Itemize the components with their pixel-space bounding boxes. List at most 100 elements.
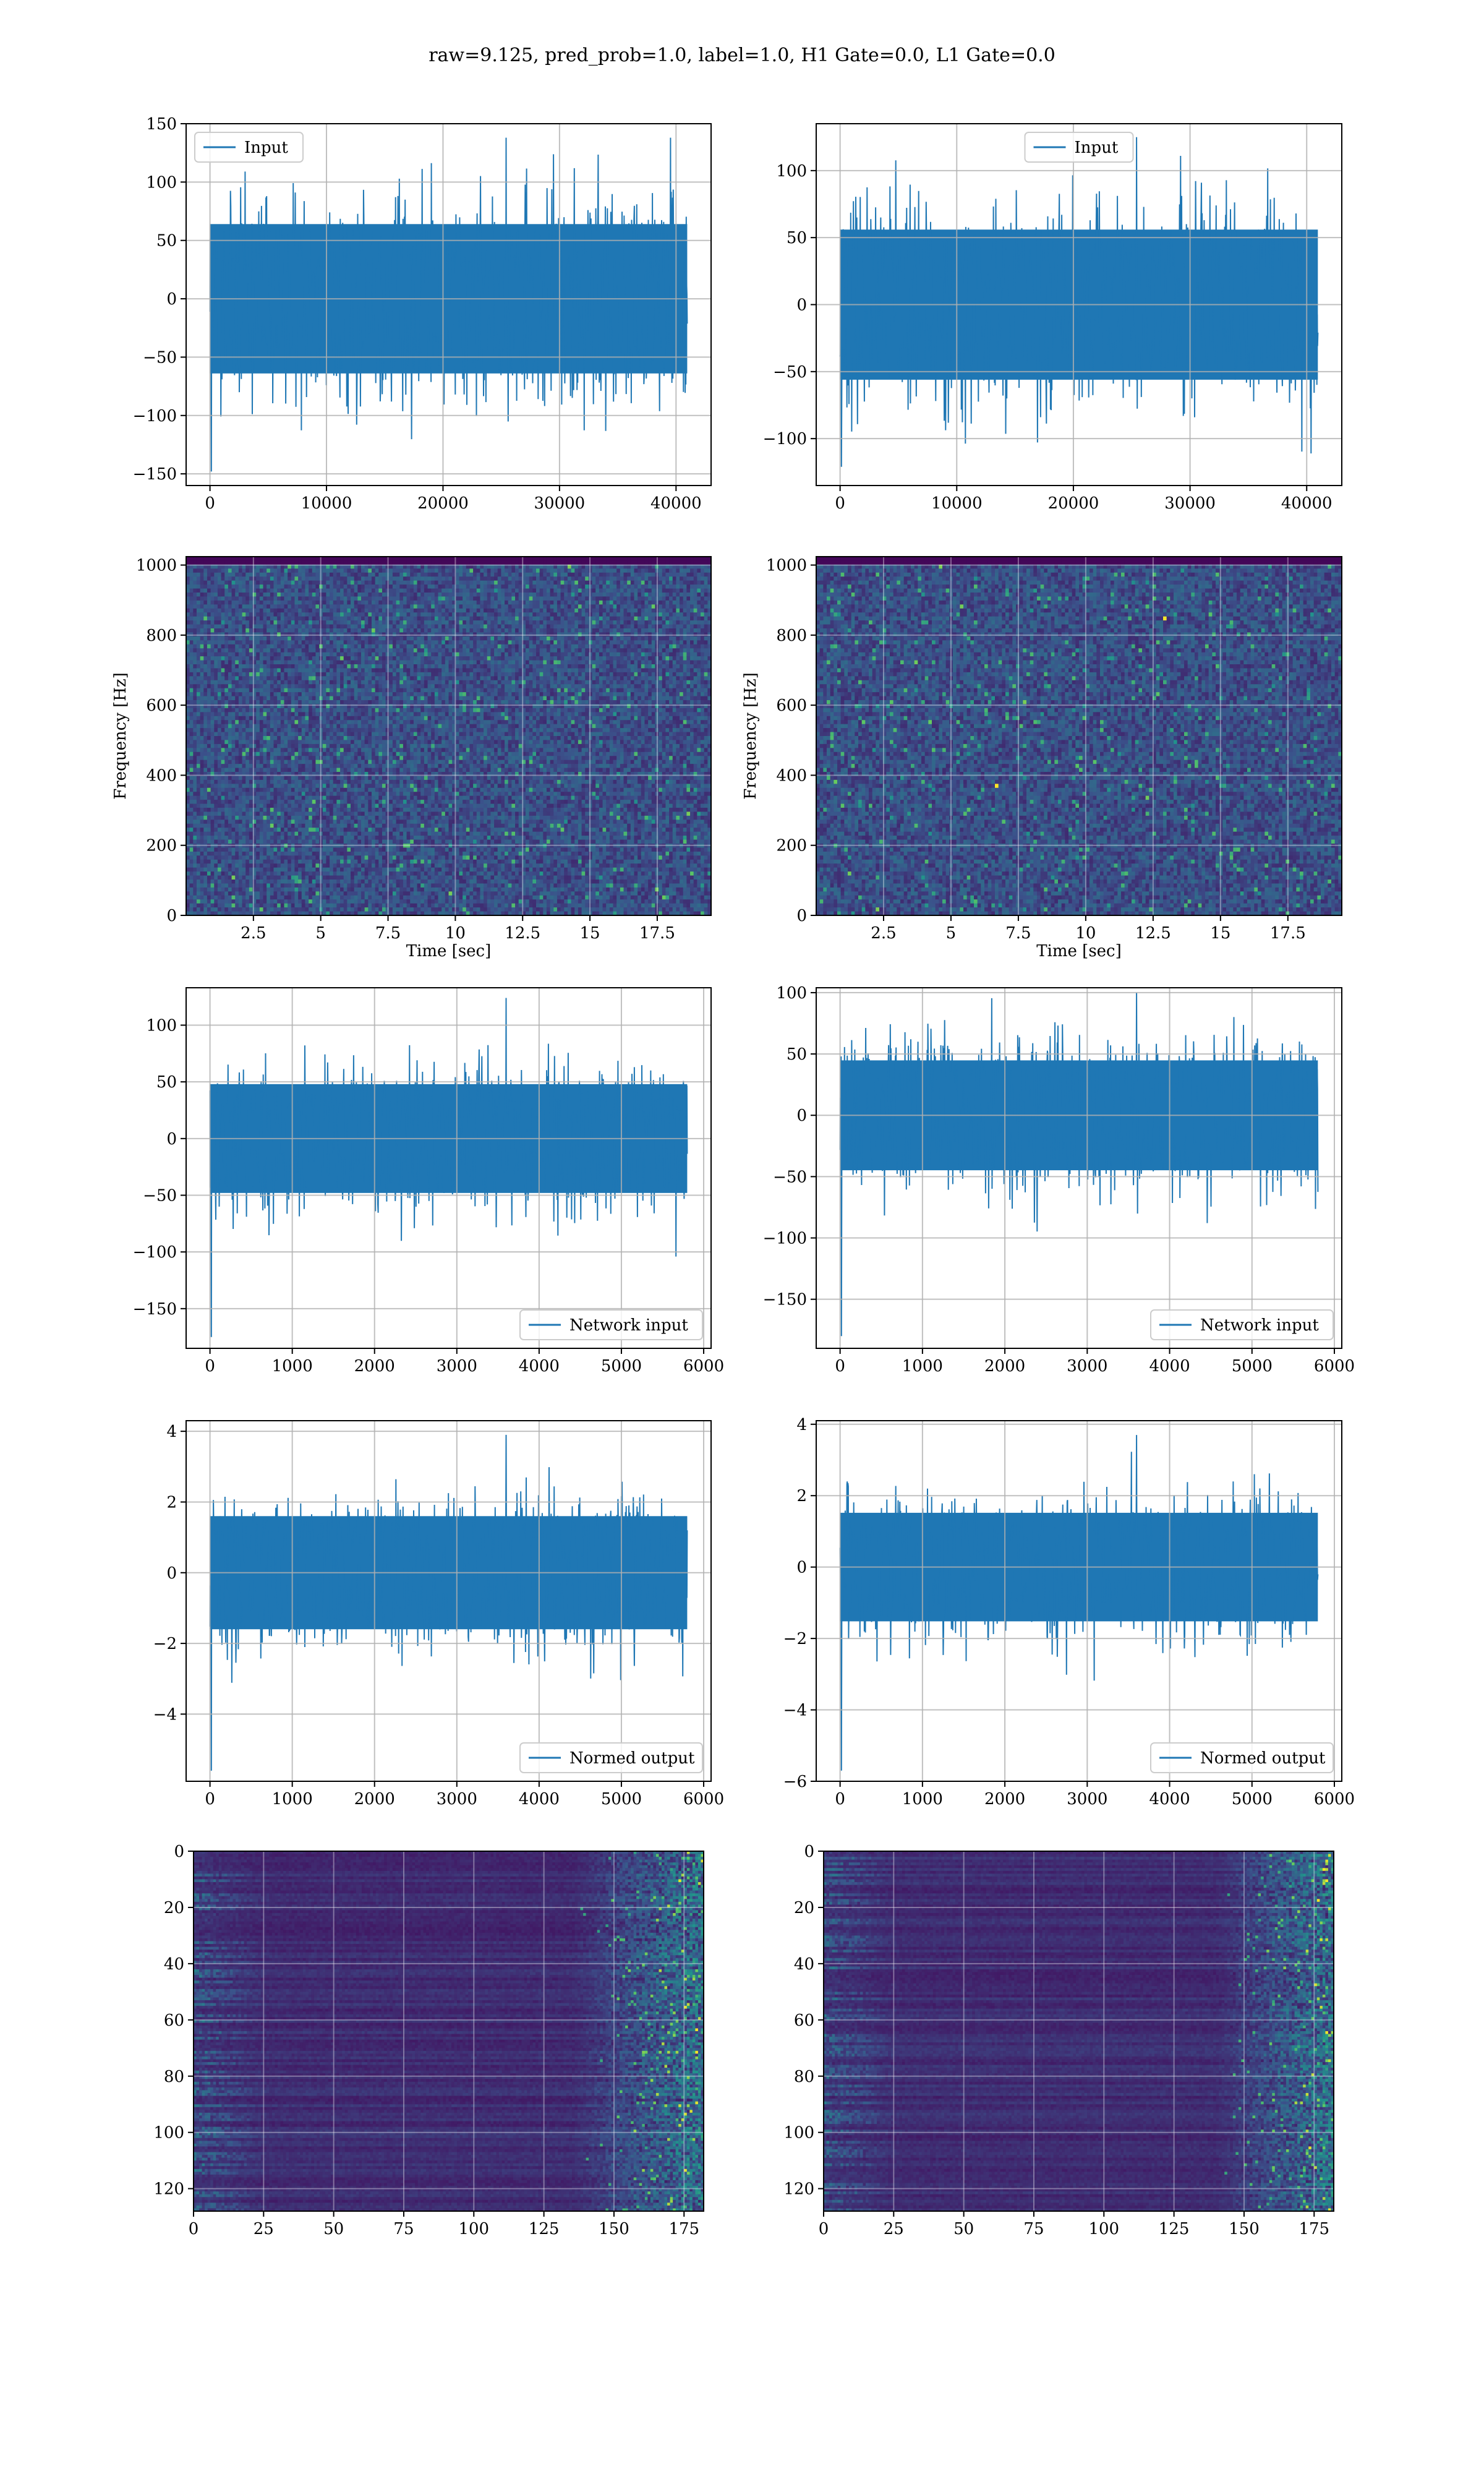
y-tick-label: 20: [164, 1899, 184, 1917]
plot-area: [824, 1851, 1334, 2212]
y-tick-label: 4: [796, 1416, 807, 1434]
y-tick-label: 1000: [136, 557, 177, 575]
y-tick-label: 40: [794, 1955, 814, 1974]
x-tick-label: 10000: [931, 494, 983, 513]
x-tick-label: 5000: [1232, 1357, 1273, 1376]
x-tick-label: 17.5: [1270, 924, 1306, 943]
y-tick-label: −50: [773, 1168, 807, 1186]
heatmap-cells: [824, 1851, 1334, 2212]
x-tick-label: 5: [315, 924, 326, 943]
y-tick-label: −100: [763, 430, 807, 448]
x-tick-label: 0: [835, 494, 845, 513]
y-tick-label: 120: [783, 2180, 814, 2199]
y-tick-label: 0: [796, 907, 807, 925]
y-tick-label: 20: [794, 1899, 814, 1917]
x-tick-label: 20000: [417, 494, 469, 513]
y-tick-label: −50: [143, 348, 177, 367]
y-tick-label: 200: [146, 837, 177, 855]
heatmap-cells: [186, 557, 712, 916]
y-tick-label: 50: [787, 229, 807, 247]
x-tick-label: 0: [189, 2220, 199, 2238]
y-tick-label: −150: [133, 465, 177, 484]
legend-label: Input: [1075, 139, 1119, 157]
y-tick-label: 400: [776, 766, 807, 785]
x-tick-label: 7.5: [375, 924, 401, 943]
y-tick-label: 600: [146, 696, 177, 715]
x-tick-label: 1000: [272, 1357, 313, 1376]
x-tick-label: 75: [1023, 2220, 1044, 2238]
y-tick-label: −4: [153, 1705, 177, 1724]
x-tick-label: 10: [445, 924, 466, 943]
legend-label: Input: [244, 139, 288, 157]
y-tick-label: 150: [146, 115, 177, 134]
y-tick-label: 100: [776, 984, 807, 1003]
y-tick-label: 800: [146, 627, 177, 645]
x-tick-label: 5000: [1232, 1790, 1273, 1808]
x-axis-label: Time [sec]: [1036, 942, 1122, 961]
x-tick-label: 5: [946, 924, 957, 943]
y-tick-label: 50: [156, 232, 177, 250]
x-tick-label: 2.5: [241, 924, 266, 943]
x-tick-label: 175: [1298, 2220, 1329, 2238]
heatmap-cells: [194, 1851, 704, 2212]
legend-label: Normed output: [1200, 1749, 1326, 1768]
y-tick-label: 0: [166, 1130, 177, 1149]
y-tick-label: −100: [763, 1230, 807, 1248]
x-tick-label: 2000: [984, 1790, 1025, 1808]
y-tick-label: 80: [164, 2068, 184, 2086]
figure-title: raw=9.125, pred_prob=1.0, label=1.0, H1 …: [429, 45, 1055, 66]
y-tick-label: 2: [166, 1493, 177, 1512]
y-tick-label: 0: [804, 1843, 814, 1861]
x-tick-label: 15: [1210, 924, 1230, 943]
y-tick-label: 100: [776, 162, 807, 181]
x-tick-label: 5000: [601, 1357, 642, 1376]
y-tick-label: 0: [796, 296, 807, 315]
x-tick-label: 0: [205, 1357, 215, 1376]
x-tick-label: 7.5: [1005, 924, 1031, 943]
y-tick-label: 40: [164, 1955, 184, 1974]
x-tick-label: 100: [1088, 2220, 1119, 2238]
y-tick-label: −150: [763, 1291, 807, 1309]
x-tick-label: 17.5: [639, 924, 675, 943]
heatmap-cells: [816, 557, 1342, 916]
x-tick-label: 25: [254, 2220, 274, 2238]
x-tick-label: 4000: [1149, 1357, 1190, 1376]
x-tick-label: 30000: [1164, 494, 1216, 513]
legend: Normed output: [1151, 1743, 1333, 1773]
y-tick-label: −50: [773, 363, 807, 382]
x-tick-label: 150: [1229, 2220, 1260, 2238]
y-tick-label: 100: [146, 173, 177, 192]
x-tick-label: 0: [205, 494, 215, 513]
y-tick-label: 100: [783, 2124, 814, 2142]
x-tick-label: 6000: [1314, 1357, 1355, 1376]
x-tick-label: 2000: [354, 1790, 395, 1808]
y-tick-label: −2: [783, 1630, 807, 1648]
x-tick-label: 40000: [1281, 494, 1333, 513]
legend: Normed output: [520, 1743, 702, 1773]
y-tick-label: 200: [776, 837, 807, 855]
x-tick-label: 125: [529, 2220, 560, 2238]
x-tick-label: 12.5: [1135, 924, 1171, 943]
plot-area: [816, 557, 1342, 916]
x-tick-label: 100: [458, 2220, 489, 2238]
x-tick-label: 75: [393, 2220, 414, 2238]
y-tick-label: 0: [166, 1564, 177, 1583]
y-tick-label: −150: [133, 1300, 177, 1319]
legend-label: Network input: [1200, 1316, 1319, 1335]
legend-label: Network input: [569, 1316, 688, 1335]
y-tick-label: 4: [166, 1423, 177, 1441]
x-tick-label: 12.5: [505, 924, 540, 943]
y-tick-label: −6: [783, 1773, 807, 1791]
x-tick-label: 10000: [301, 494, 352, 513]
y-axis-label: Frequency [Hz]: [111, 672, 130, 800]
y-tick-label: 50: [156, 1073, 177, 1092]
x-tick-label: 4000: [1149, 1790, 1190, 1808]
legend-label: Normed output: [569, 1749, 695, 1768]
x-tick-label: 175: [668, 2220, 699, 2238]
x-tick-label: 6000: [1314, 1790, 1355, 1808]
y-tick-label: 0: [166, 907, 177, 925]
x-tick-label: 10: [1075, 924, 1096, 943]
x-tick-label: 30000: [534, 494, 586, 513]
